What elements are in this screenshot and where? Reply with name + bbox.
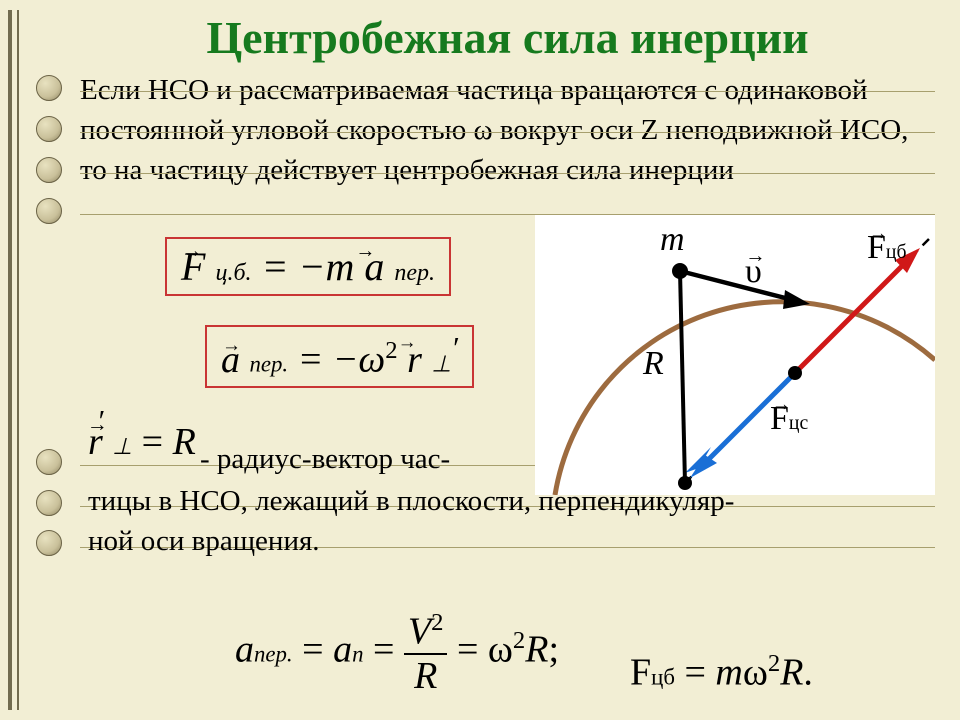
arc-path xyxy=(555,302,935,495)
center-point xyxy=(678,476,692,490)
eq: = xyxy=(363,629,403,671)
R-denominator: R xyxy=(404,655,448,695)
bullet-dot xyxy=(36,116,62,142)
semicolon: ; xyxy=(548,629,559,671)
V-symbol: V xyxy=(408,611,431,653)
f-subscript: ц.б. xyxy=(215,260,251,286)
r-line xyxy=(680,271,685,483)
decorative-rail-2 xyxy=(17,10,19,710)
rule-line xyxy=(80,132,935,133)
sub-n: n xyxy=(352,642,363,667)
formula-rperp: → ′ r ⊥ = R xyxy=(88,420,196,464)
eq: = xyxy=(675,652,715,694)
an-symbol: a xyxy=(333,629,352,671)
eq-text: = −ω xyxy=(298,339,386,381)
circle-point xyxy=(788,366,802,380)
eq-text: = xyxy=(142,421,173,463)
sub-cb: цб xyxy=(651,665,675,690)
label-v: →υ xyxy=(745,253,762,291)
desc-line-3: ной оси вращения. xyxy=(88,525,320,558)
R-symbol: R xyxy=(780,652,803,694)
decorative-rail-1 xyxy=(8,10,12,710)
label-m: m xyxy=(660,221,685,259)
v-vector xyxy=(680,271,797,301)
label-fcs: →Fцс xyxy=(770,400,808,438)
eq: = xyxy=(293,629,333,671)
bullet-dot xyxy=(36,490,62,516)
rule-line xyxy=(80,173,935,174)
slide-title: Центробежная сила инерции xyxy=(80,5,935,64)
m-symbol: m xyxy=(715,652,742,694)
sup-2: 2 xyxy=(431,609,443,636)
bullet-dot xyxy=(36,449,62,475)
sub-per: пер. xyxy=(254,642,293,667)
v-arrowhead xyxy=(783,290,810,309)
slide-content: Центробежная сила инерции Если НСО и рас… xyxy=(80,5,935,715)
eq: = ω xyxy=(457,629,513,671)
r-subscript: ⊥ xyxy=(431,352,451,377)
eq-text: = − xyxy=(262,244,326,289)
sup-2: 2 xyxy=(513,627,525,654)
formula-fcb: → F ц.б. = −m → a пер. xyxy=(165,237,451,296)
R-symbol: R xyxy=(525,629,548,671)
bullet-dot xyxy=(36,530,62,556)
bullet-dot xyxy=(36,198,62,224)
prime: ′ xyxy=(451,331,458,365)
bullet-dot xyxy=(36,75,62,101)
fcb-vector xyxy=(795,261,907,373)
rule-line xyxy=(80,91,935,92)
centrifugal-diagram: m →υ →Fцб R →Fцс xyxy=(535,215,935,495)
a-subscript: пер. xyxy=(250,352,289,377)
period: . xyxy=(803,652,813,694)
R-symbol: R xyxy=(173,421,196,463)
a-symbol: a xyxy=(235,629,254,671)
m-symbol: m xyxy=(326,244,355,289)
sup-2: 2 xyxy=(385,337,397,364)
bullet-dot xyxy=(36,157,62,183)
formula-bottom-left: aпер. = an = V2 R = ω2R; xyxy=(235,611,559,695)
sup-2: 2 xyxy=(768,650,780,677)
formula-bottom-right: Fцб = mω2R. xyxy=(630,650,813,695)
a-subscript: пер. xyxy=(394,260,435,286)
mass-point xyxy=(672,263,688,279)
r-subscript: ⊥ xyxy=(112,434,132,459)
formula-aper: → a пер. = −ω2 → r ⊥′ xyxy=(205,325,474,388)
desc-line-1: - радиус-вектор час- xyxy=(200,443,450,476)
F-symbol: F xyxy=(630,652,651,694)
label-R: R xyxy=(643,345,664,383)
omega: ω xyxy=(743,652,768,694)
label-fcb: →Fцб xyxy=(867,229,907,267)
